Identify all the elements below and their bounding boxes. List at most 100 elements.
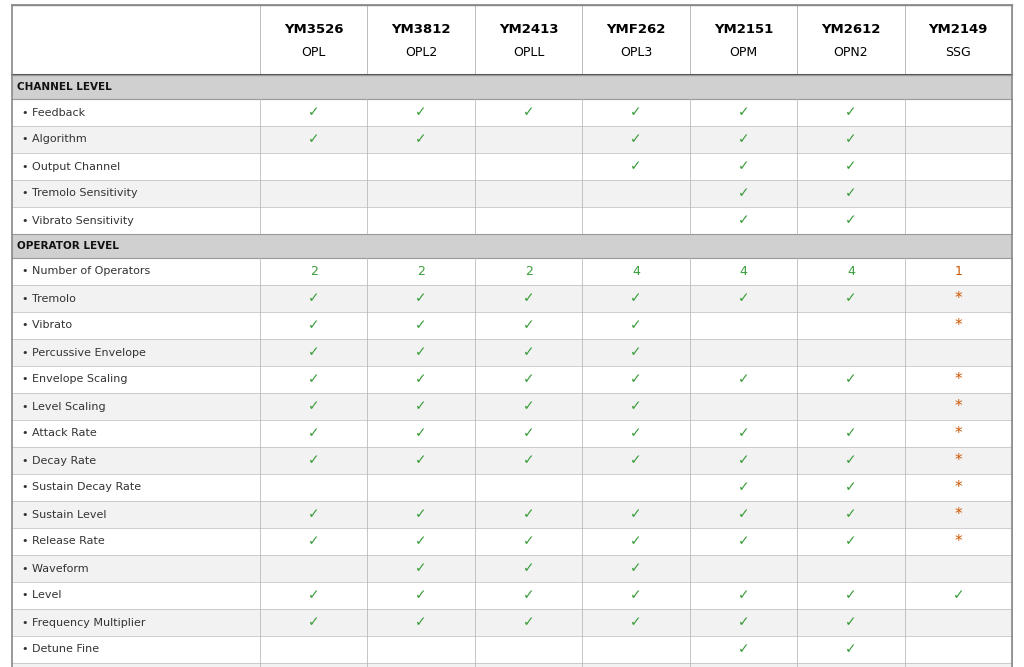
Text: ✓: ✓: [308, 426, 319, 440]
Text: ✓: ✓: [630, 372, 642, 386]
Text: ✓: ✓: [630, 291, 642, 305]
Text: *: *: [954, 480, 963, 495]
Text: ✓: ✓: [845, 642, 857, 656]
Text: ✓: ✓: [308, 454, 319, 468]
Bar: [12, 339, 1012, 366]
Text: ✓: ✓: [737, 372, 750, 386]
Bar: [12, 636, 1012, 663]
Text: ✓: ✓: [630, 454, 642, 468]
Text: ✓: ✓: [845, 291, 857, 305]
Text: 4: 4: [847, 265, 855, 278]
Text: • Output Channel: • Output Channel: [22, 161, 120, 171]
Text: • Waveform: • Waveform: [22, 564, 89, 574]
Text: *: *: [954, 318, 963, 333]
Text: ✓: ✓: [416, 426, 427, 440]
Text: ✓: ✓: [630, 534, 642, 548]
Text: ✓: ✓: [523, 534, 535, 548]
Text: • Sustain Decay Rate: • Sustain Decay Rate: [22, 482, 141, 492]
Text: 2: 2: [524, 265, 532, 278]
Text: ✓: ✓: [308, 508, 319, 522]
Text: • Decay Rate: • Decay Rate: [22, 456, 96, 466]
Text: ✓: ✓: [416, 454, 427, 468]
Text: ✓: ✓: [737, 105, 750, 119]
Bar: [12, 501, 1012, 528]
Bar: [12, 258, 1012, 285]
Text: ✓: ✓: [630, 426, 642, 440]
Text: ✓: ✓: [308, 400, 319, 414]
Text: ✓: ✓: [308, 616, 319, 630]
Text: ✓: ✓: [630, 133, 642, 147]
Text: ✓: ✓: [523, 454, 535, 468]
Text: ✓: ✓: [737, 187, 750, 201]
Text: ✓: ✓: [845, 213, 857, 227]
Text: ✓: ✓: [523, 400, 535, 414]
Text: ✓: ✓: [845, 588, 857, 602]
Text: ✓: ✓: [416, 346, 427, 360]
Text: ✓: ✓: [845, 187, 857, 201]
Text: ✓: ✓: [630, 159, 642, 173]
Text: • Attack Rate: • Attack Rate: [22, 428, 96, 438]
Bar: [12, 99, 1012, 126]
Text: ✓: ✓: [845, 372, 857, 386]
Text: YM3526: YM3526: [284, 23, 343, 36]
Bar: [12, 420, 1012, 447]
Text: • Envelope Scaling: • Envelope Scaling: [22, 374, 128, 384]
Text: • Number of Operators: • Number of Operators: [22, 267, 151, 277]
Text: *: *: [954, 507, 963, 522]
Bar: [12, 366, 1012, 393]
Text: ✓: ✓: [416, 372, 427, 386]
Text: ✓: ✓: [737, 291, 750, 305]
Text: ✓: ✓: [308, 534, 319, 548]
Bar: [12, 207, 1012, 234]
Text: SSG: SSG: [945, 46, 971, 59]
Text: • Sustain Level: • Sustain Level: [22, 510, 106, 520]
Bar: [12, 609, 1012, 636]
Text: ✓: ✓: [523, 588, 535, 602]
Text: ✓: ✓: [845, 159, 857, 173]
Text: ✓: ✓: [308, 105, 319, 119]
Text: ✓: ✓: [737, 133, 750, 147]
Text: *: *: [954, 426, 963, 441]
Text: OPL: OPL: [301, 46, 326, 59]
Text: ✓: ✓: [737, 642, 750, 656]
Text: • Level: • Level: [22, 590, 61, 600]
Text: ✓: ✓: [308, 372, 319, 386]
Bar: [12, 393, 1012, 420]
Bar: [12, 126, 1012, 153]
Text: ✓: ✓: [737, 454, 750, 468]
Text: ✓: ✓: [523, 508, 535, 522]
Text: OPM: OPM: [729, 46, 758, 59]
Text: ✓: ✓: [523, 105, 535, 119]
Text: OPN2: OPN2: [834, 46, 868, 59]
Text: ✓: ✓: [630, 105, 642, 119]
Text: ✓: ✓: [523, 319, 535, 333]
Text: • Vibrato Sensitivity: • Vibrato Sensitivity: [22, 215, 134, 225]
Text: ✓: ✓: [416, 105, 427, 119]
Text: • Vibrato: • Vibrato: [22, 321, 72, 331]
Text: • Tremolo Sensitivity: • Tremolo Sensitivity: [22, 189, 137, 199]
Text: • Level Scaling: • Level Scaling: [22, 402, 105, 412]
Text: ✓: ✓: [845, 480, 857, 494]
Text: OPL2: OPL2: [406, 46, 437, 59]
Text: • Tremolo: • Tremolo: [22, 293, 76, 303]
Text: ✓: ✓: [416, 133, 427, 147]
Text: ✓: ✓: [737, 426, 750, 440]
Text: ✓: ✓: [416, 588, 427, 602]
Bar: [12, 234, 1012, 258]
Text: ✓: ✓: [630, 319, 642, 333]
Bar: [12, 75, 1012, 99]
Text: ✓: ✓: [308, 588, 319, 602]
Text: ✓: ✓: [737, 508, 750, 522]
Text: ✓: ✓: [630, 400, 642, 414]
Text: ✓: ✓: [523, 616, 535, 630]
Text: ✓: ✓: [416, 616, 427, 630]
Text: ✓: ✓: [845, 426, 857, 440]
Text: *: *: [954, 453, 963, 468]
Text: *: *: [954, 291, 963, 306]
Text: CHANNEL LEVEL: CHANNEL LEVEL: [17, 82, 112, 92]
Text: ✓: ✓: [737, 159, 750, 173]
Text: ✓: ✓: [416, 319, 427, 333]
Text: ✓: ✓: [416, 508, 427, 522]
Text: ✓: ✓: [416, 562, 427, 576]
Text: ✓: ✓: [737, 213, 750, 227]
